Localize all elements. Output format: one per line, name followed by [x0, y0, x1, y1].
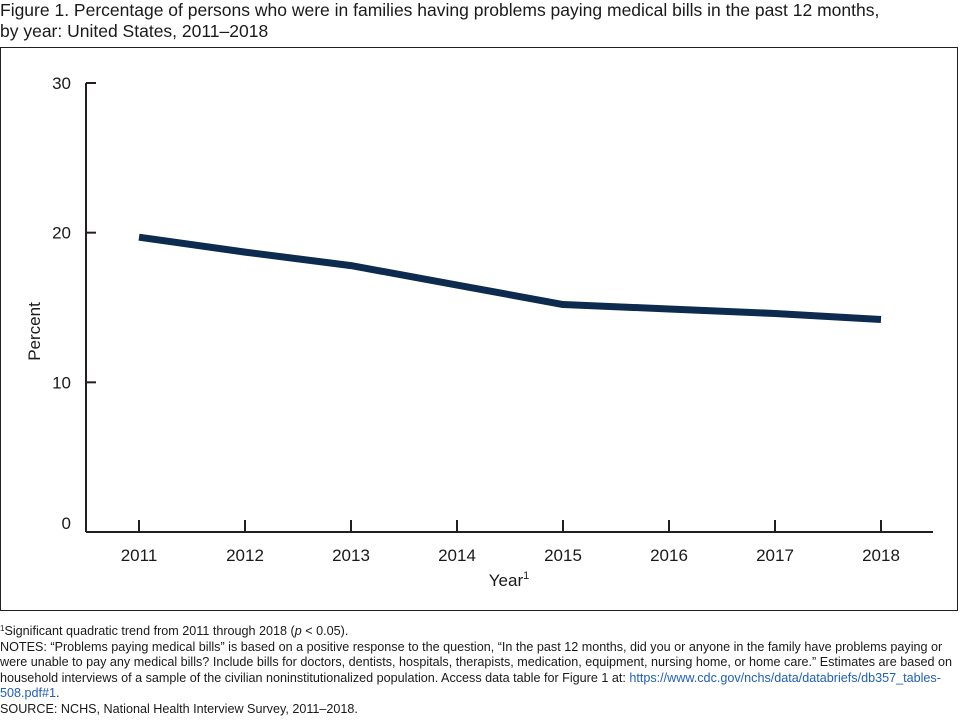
y-axis-title: Percent	[25, 302, 44, 361]
x-tick-label-2012: 2012	[226, 546, 264, 565]
footnote-1-p-symbol: p	[294, 624, 302, 638]
source-note: SOURCE: NCHS, National Health Interview …	[0, 701, 358, 716]
x-tick-label-2014: 2014	[438, 546, 476, 565]
x-tick-label-2013: 2013	[332, 546, 370, 565]
figure-notes: 1Significant quadratic trend from 2011 t…	[0, 624, 958, 718]
x-tick-label-2017: 2017	[756, 546, 794, 565]
x-axis-title-text: Year	[489, 571, 524, 590]
x-tick-label-2011: 2011	[121, 546, 158, 565]
data-table-link[interactable]: https://www.cdc.gov/nchs/data/databriefs…	[0, 670, 941, 701]
notes-text: NOTES: “Problems paying medical bills” i…	[0, 639, 953, 685]
figure-title-line-1: Figure 1. Percentage of persons who were…	[0, 0, 880, 20]
figure-title: Figure 1. Percentage of persons who were…	[0, 0, 940, 42]
series-line-0	[138, 233, 882, 323]
y-tick-label-10: 10	[52, 373, 71, 392]
x-tick-label-2018: 2018	[862, 546, 900, 565]
notes-paragraph: NOTES: “Problems paying medical bills” i…	[0, 640, 958, 702]
y-tick-label-0: 0	[62, 514, 71, 533]
y-tick-label-30: 30	[52, 74, 71, 93]
y-tick-label-20: 20	[52, 224, 71, 243]
notes-end: .	[56, 686, 60, 701]
x-tick-label-2015: 2015	[544, 546, 582, 565]
line-chart: 0 10 20 30 2011 2012 2013 2014 2015 2016 2017 2018 P…	[25, 74, 933, 590]
figure-title-line-2: by year: United States, 2011–2018	[0, 21, 269, 41]
x-tick-label-2016: 2016	[650, 546, 688, 565]
x-axis-title: Year1	[489, 570, 529, 590]
chart-frame: 0 10 20 30 2011 2012 2013 2014 2015 2016 2017 2018 P…	[0, 47, 958, 611]
footnote-1: 1Significant quadratic trend from 2011 t…	[0, 624, 958, 640]
footnote-1-text-before: Significant quadratic trend from 2011 th…	[4, 624, 295, 638]
footnote-1-marker: 1	[0, 624, 5, 633]
footnote-1-text-after: < 0.05).	[301, 624, 349, 638]
x-axis-title-superscript: 1	[523, 570, 529, 582]
